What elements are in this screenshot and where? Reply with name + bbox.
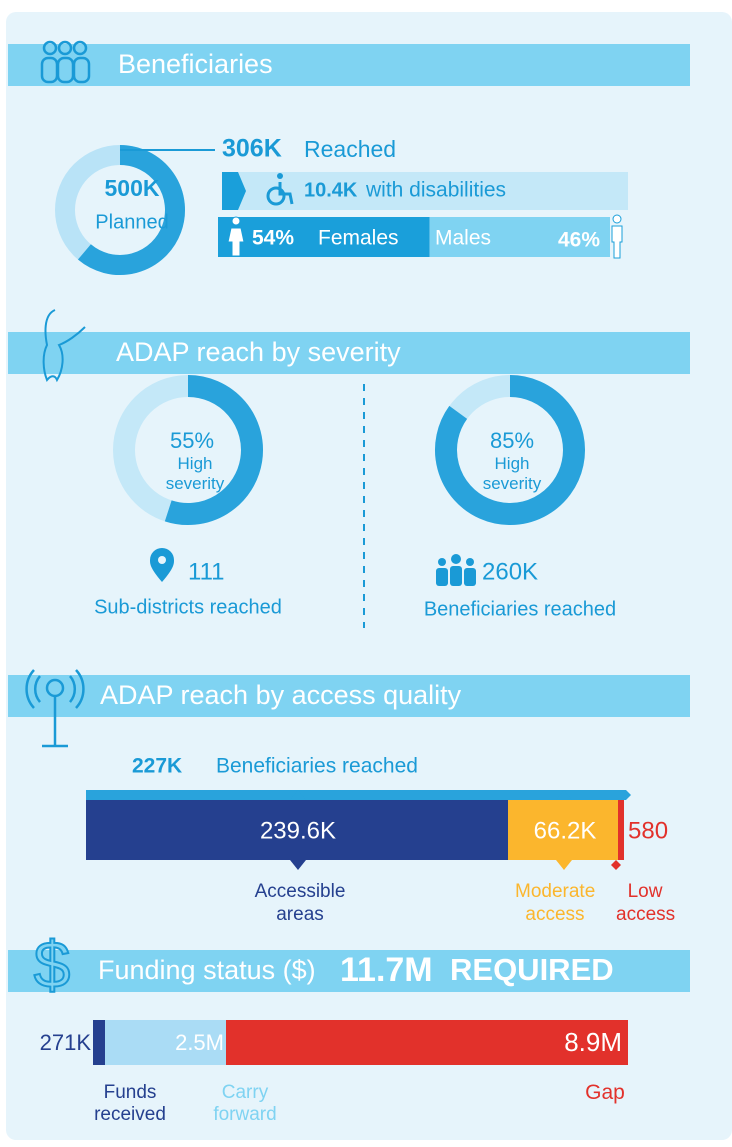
required-label: REQUIRED: [450, 952, 614, 987]
caption: Sub-districts reached: [94, 596, 282, 618]
planned-label: Planned: [95, 211, 168, 233]
segment-label: Funds received: [70, 1082, 190, 1126]
total-label: Beneficiaries reached: [216, 755, 418, 778]
label-box: Gap: [560, 1082, 650, 1112]
required-value: 11.7M: [340, 951, 433, 989]
caption: Beneficiaries reached: [424, 598, 616, 620]
reached-label: Reached: [304, 136, 396, 162]
female-label: Females: [318, 227, 399, 250]
count: 260K: [482, 558, 538, 585]
label-box: Carry forward: [190, 1082, 300, 1132]
segment-label: Carry forward: [190, 1082, 300, 1126]
section-title: ADAP reach by severity: [116, 337, 401, 367]
disabilities-value: 10.4K: [304, 179, 358, 201]
segment-value: 239.6K: [260, 817, 336, 844]
section-title: Funding status ($): [98, 955, 316, 985]
reached-value: 306K: [222, 135, 282, 163]
group-icon: [436, 554, 476, 586]
segment-value: 580: [628, 817, 668, 844]
segment-value: 271K: [40, 1030, 92, 1055]
segment-label: Low access: [600, 880, 690, 926]
section-title: Beneficiaries: [118, 49, 273, 79]
label-box: High severity: [150, 454, 240, 500]
total-strip: [86, 790, 624, 800]
pct: 85%: [490, 428, 534, 453]
planned-value: 500K: [105, 175, 160, 201]
segment-low: [618, 800, 624, 860]
wheelchair-head: [277, 173, 283, 179]
count: 111: [188, 558, 224, 585]
male-pct: 46%: [558, 229, 600, 252]
segment-received: [93, 1020, 105, 1065]
label-box: Low access: [600, 880, 690, 930]
label-box: Accessible areas: [240, 880, 360, 930]
section-title: ADAP reach by access quality: [100, 680, 462, 710]
pct: 55%: [170, 428, 214, 453]
male-icon: [612, 215, 622, 258]
severity-label: High severity: [150, 454, 240, 494]
segment-label: Accessible areas: [240, 880, 360, 926]
segment-value: 8.9M: [564, 1027, 622, 1057]
pin-hole: [158, 556, 166, 564]
segment-label: Moderate access: [495, 880, 615, 926]
segment-label: Gap: [560, 1082, 650, 1104]
total-value: 227K: [132, 755, 182, 778]
male-label: Males: [435, 227, 491, 250]
segment-value: 2.5M: [175, 1030, 224, 1055]
label-box: Moderate access: [495, 880, 615, 930]
female-pct: 54%: [252, 227, 294, 250]
infographic: Beneficiaries 500K Planned 306K Reached …: [0, 0, 732, 1142]
label-box: High severity: [467, 454, 557, 500]
label-box: Funds received: [70, 1082, 190, 1132]
dollar-icon: $: [34, 927, 71, 1001]
severity-label: High severity: [467, 454, 557, 494]
disabilities-label: with disabilities: [365, 179, 506, 202]
segment-value: 66.2K: [534, 817, 597, 844]
header-bar: [8, 44, 690, 86]
